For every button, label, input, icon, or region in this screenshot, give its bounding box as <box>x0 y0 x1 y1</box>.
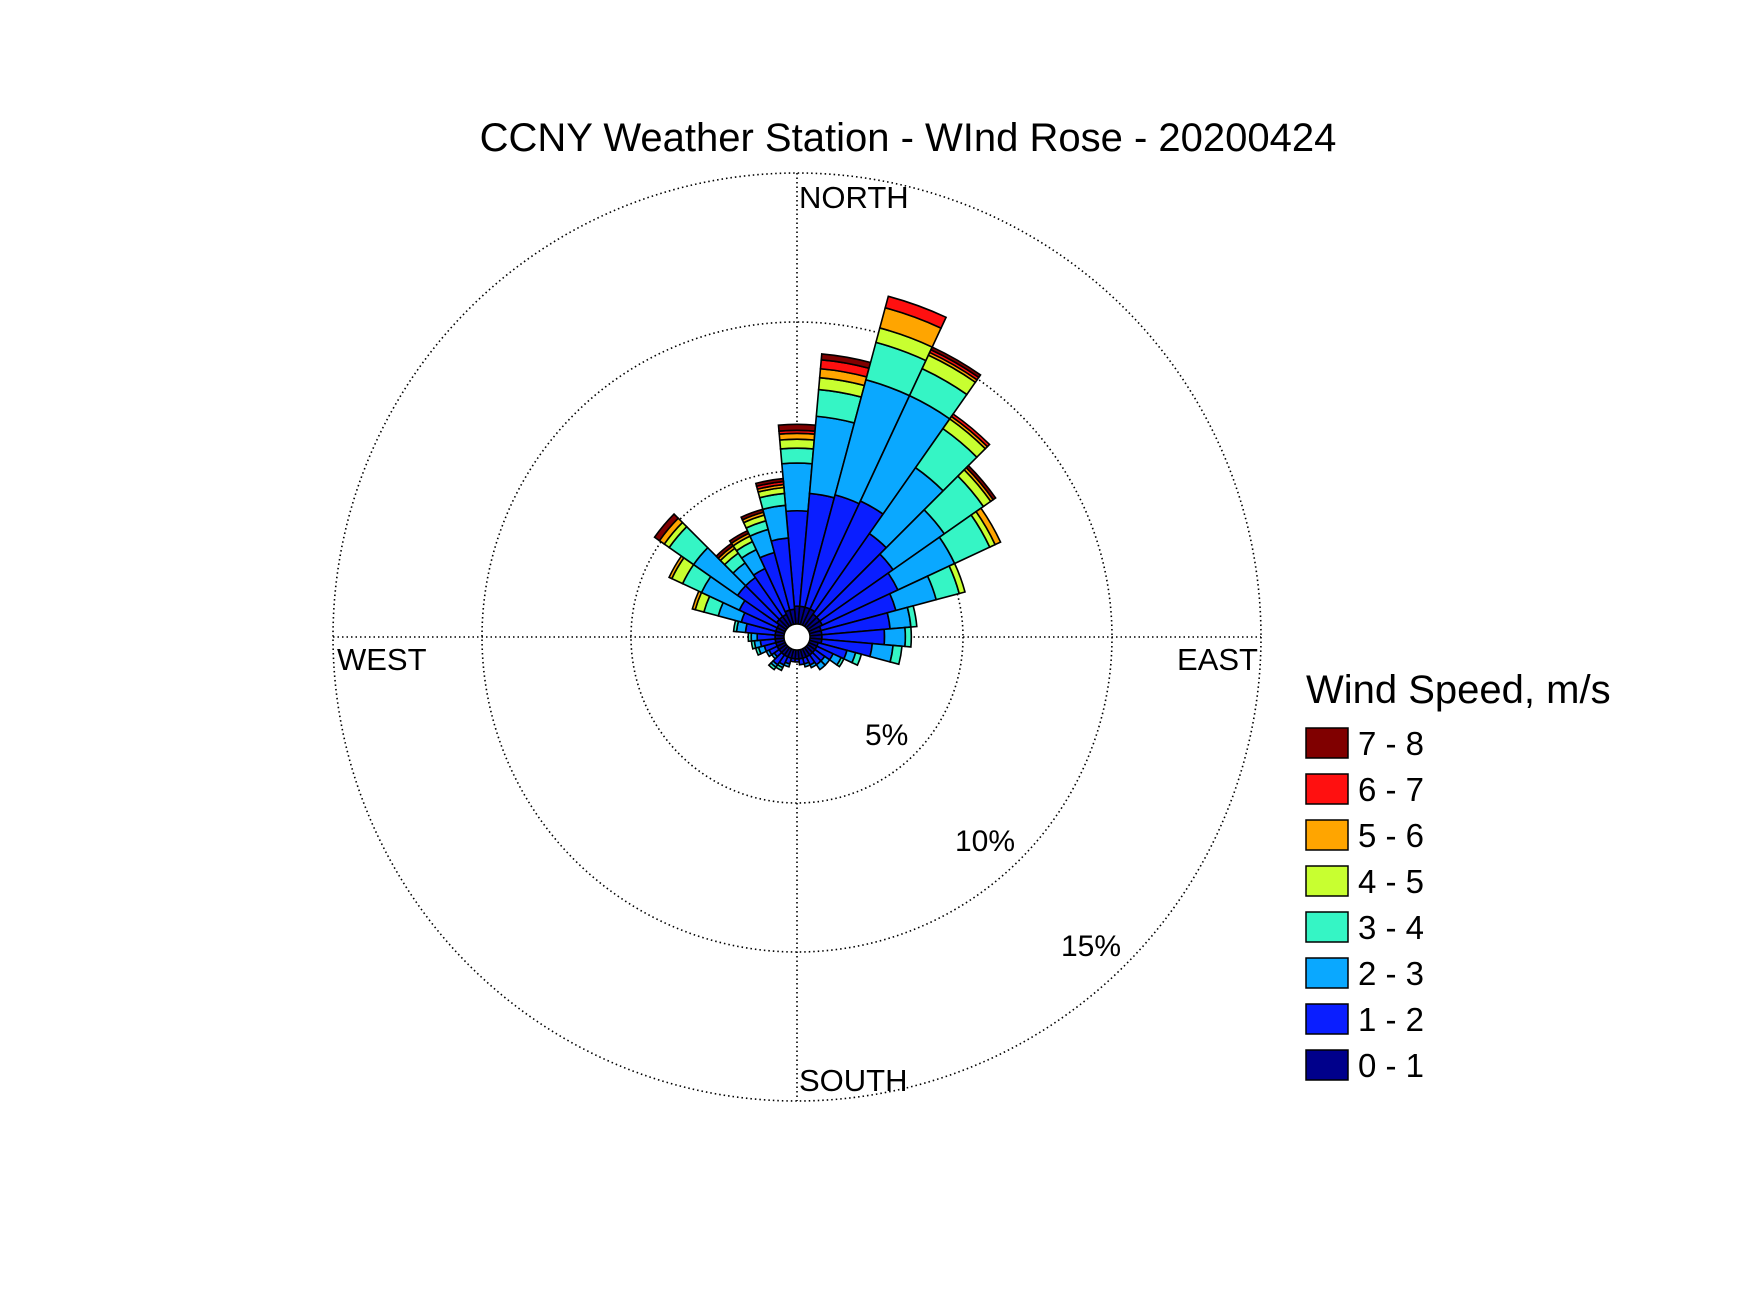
bar-segment-dir40-bin6 <box>950 412 991 448</box>
bar-segment-dir0-bin4 <box>778 438 816 450</box>
bar-segment-dir150-bin2 <box>808 661 818 669</box>
legend-swatch-5-6 <box>1305 819 1349 851</box>
legend-title: Wind Speed, m/s <box>1306 668 1611 712</box>
legend-items: 7 - 8 6 - 7 5 - 6 4 - 5 3 - 4 2 - 3 1 - 2 0 - 1 <box>1305 725 1424 1084</box>
legend-swatch-0-1 <box>1305 1049 1349 1081</box>
legend-swatch-2-3 <box>1305 957 1349 989</box>
ring-label-10pct: 10% <box>955 825 1015 858</box>
bar-segment-dir30-bin7 <box>929 345 982 379</box>
bar-segment-dir0-bin2 <box>780 462 814 513</box>
legend-label-2-3: 2 - 3 <box>1358 955 1424 992</box>
ring-label-5pct: 5% <box>865 719 908 752</box>
legend-label-7-8: 7 - 8 <box>1358 725 1424 762</box>
legend-swatch-3-4 <box>1305 911 1349 943</box>
legend-swatch-1-2 <box>1305 1003 1349 1035</box>
direction-label-south: SOUTH <box>799 1063 908 1098</box>
legend-label-4-5: 4 - 5 <box>1358 863 1424 900</box>
legend-swatch-7-8 <box>1305 727 1349 759</box>
bar-segment-dir0-bin7 <box>777 423 817 432</box>
bar-segment-dir270-bin3 <box>747 631 753 643</box>
bar-segment-dir170-bin1 <box>798 657 806 666</box>
direction-label-north: NORTH <box>799 180 909 215</box>
direction-label-west: WEST <box>337 642 427 677</box>
bar-segment-dir350-bin7 <box>754 477 785 488</box>
legend: Wind Speed, m/s 7 - 8 6 - 7 5 - 6 4 - 5 3 - … <box>1305 668 1611 1084</box>
bar-segment-dir110-bin3 <box>850 651 863 667</box>
bar-segment-dir60-bin5 <box>974 507 1002 546</box>
bar-segment-dir20-bin6 <box>884 295 948 330</box>
calm-center <box>783 623 811 651</box>
legend-label-6-7: 6 - 7 <box>1358 771 1424 808</box>
legend-label-0-1: 0 - 1 <box>1358 1047 1424 1084</box>
legend-label-5-6: 5 - 6 <box>1358 817 1424 854</box>
bar-segment-dir100-bin3 <box>889 644 903 666</box>
bar-segment-dir140-bin2 <box>815 659 827 671</box>
legend-swatch-6-7 <box>1305 773 1349 805</box>
bar-segment-dir120-bin3 <box>835 656 845 668</box>
legend-label-3-4: 3 - 4 <box>1358 909 1424 946</box>
chart-title: CCNY Weather Station - WInd Rose - 20200… <box>480 116 1337 160</box>
bar-segment-dir310-bin7 <box>653 512 680 542</box>
bar-segment-dir260-bin3 <box>750 639 757 650</box>
legend-label-1-2: 1 - 2 <box>1358 1001 1424 1038</box>
bar-segment-dir160-bin2 <box>803 661 812 668</box>
bar-segment-dir0-bin3 <box>779 447 815 465</box>
direction-label-east: EAST <box>1177 642 1258 677</box>
wind-rose-bars <box>653 295 1002 672</box>
bar-segment-dir50-bin7 <box>965 464 997 501</box>
bar-segment-dir220-bin3 <box>767 661 777 671</box>
bar-segment-dir70-bin4 <box>948 562 966 595</box>
bar-segment-dir90-bin2 <box>883 626 907 648</box>
bar-segment-dir80-bin3 <box>906 604 918 628</box>
ring-label-15pct: 15% <box>1061 930 1121 963</box>
legend-swatch-4-5 <box>1305 865 1349 897</box>
bar-segment-dir90-bin3 <box>904 626 913 648</box>
